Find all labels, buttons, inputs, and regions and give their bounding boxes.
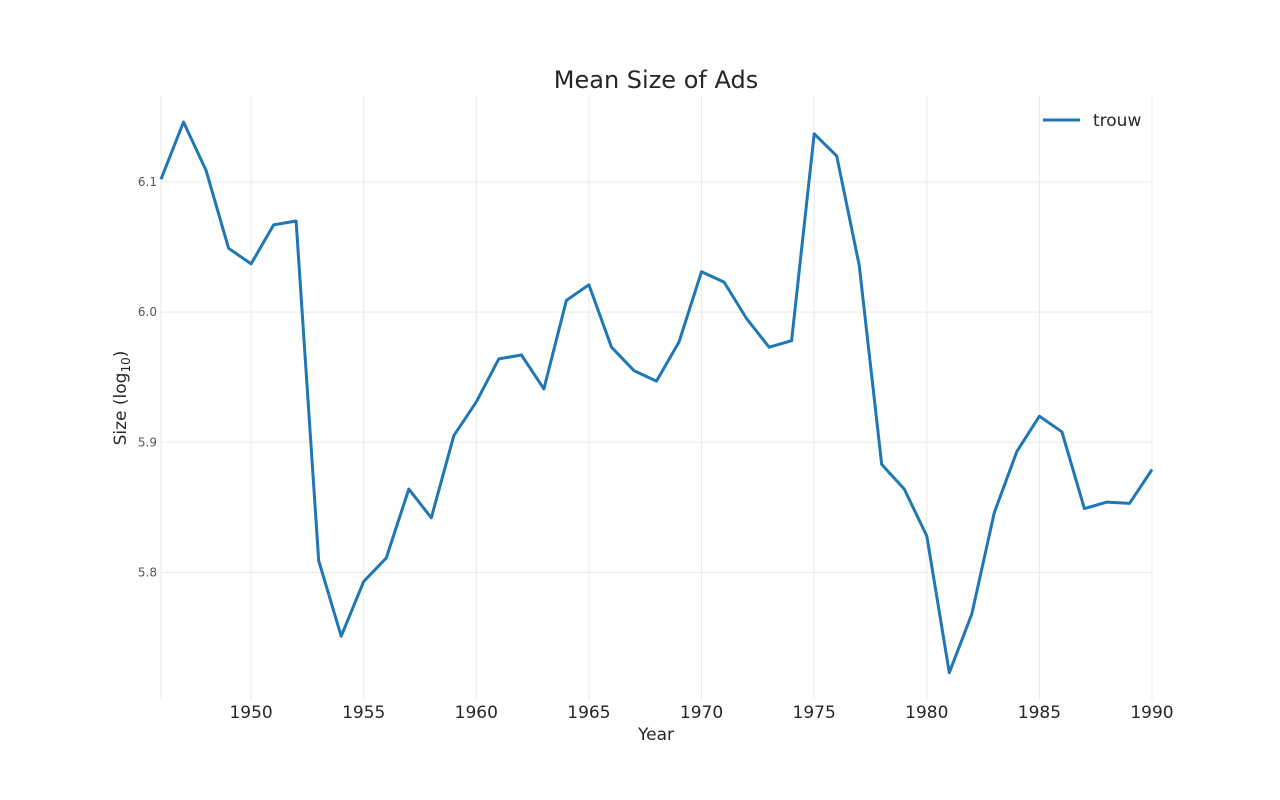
y-axis-label-end: ) [111, 351, 131, 358]
y-tick-label-6.1: 6.1 [138, 175, 157, 189]
x-tick-label-1950: 1950 [229, 703, 272, 723]
grid [160, 96, 1153, 700]
chart-title: Mean Size of Ads [554, 66, 758, 94]
y-axis-ticks: 5.8 5.9 6.0 6.1 [138, 175, 157, 580]
legend-label-trouw: trouw [1093, 111, 1141, 131]
x-tick-label-1975: 1975 [793, 703, 836, 723]
x-tick-label-1960: 1960 [455, 703, 498, 723]
y-tick-label-6.0: 6.0 [138, 305, 157, 319]
legend: trouw [1043, 111, 1141, 131]
y-tick-label-5.9: 5.9 [138, 435, 157, 449]
x-tick-label-1990: 1990 [1130, 703, 1173, 723]
series-line-trouw [159, 120, 1154, 675]
y-axis-label: Size (log10) [111, 351, 133, 446]
x-tick-label-1985: 1985 [1018, 703, 1061, 723]
x-tick-label-1980: 1980 [905, 703, 948, 723]
y-axis-label-sub: 10 [119, 357, 133, 372]
x-tick-label-1970: 1970 [680, 703, 723, 723]
x-axis-label: Year [637, 725, 674, 745]
y-axis-label-main: Size (log [111, 373, 131, 446]
series-layer [159, 120, 1154, 675]
y-tick-label-5.8: 5.8 [138, 565, 157, 579]
x-tick-label-1965: 1965 [567, 703, 610, 723]
x-tick-label-1955: 1955 [342, 703, 385, 723]
x-axis-ticks: 1950 1955 1960 1965 1970 1975 1980 1985 1990 [229, 703, 1173, 723]
